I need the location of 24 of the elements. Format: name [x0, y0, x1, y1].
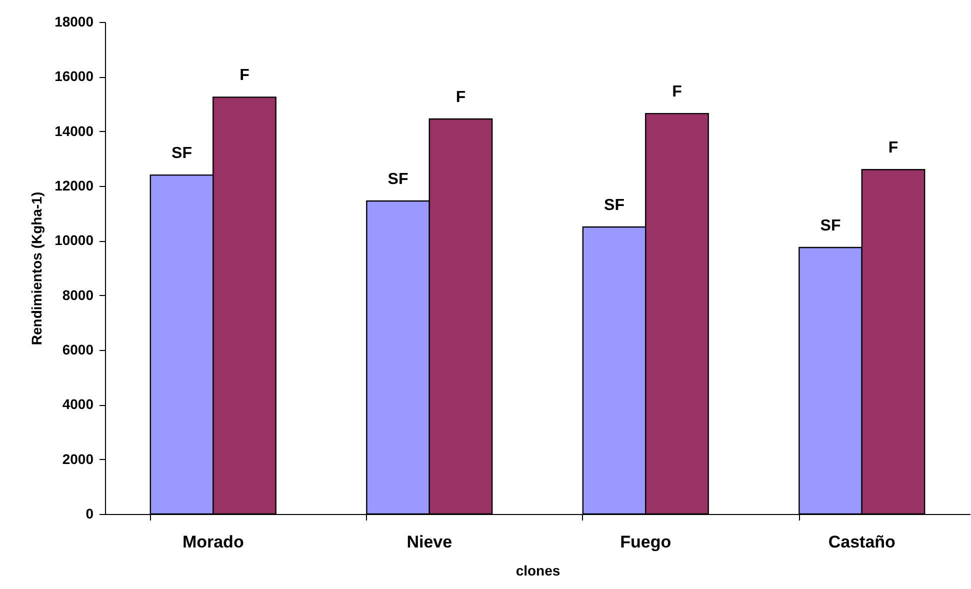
- text: F: [456, 89, 466, 106]
- x-tick-label: Fuego: [620, 532, 672, 552]
- y-axis-title: Rendimientos (Kgha-1): [28, 192, 45, 346]
- y-tick-label: 18000: [54, 14, 94, 30]
- text: SF: [604, 197, 624, 214]
- y-tick-label: 4000: [62, 396, 94, 412]
- y-tick-label: 16000: [54, 68, 94, 84]
- text: F: [672, 84, 682, 101]
- y-tick-label: 14000: [54, 122, 94, 139]
- x-axis-title: clones: [516, 562, 560, 578]
- x-tick-label: Castaño: [828, 532, 896, 552]
- y-tick-label: 0: [86, 506, 94, 522]
- x-tick-label: Nieve: [406, 532, 452, 552]
- x-tick-label: Morado: [182, 532, 244, 552]
- series-label: SF: [172, 145, 192, 162]
- y-tick-label: 12000: [54, 178, 94, 194]
- y-tick-label: 10000: [54, 232, 94, 248]
- text: SF: [820, 218, 841, 234]
- text: F: [888, 140, 898, 157]
- y-tick-label: 2000: [62, 450, 94, 467]
- y-tick-label: 8000: [62, 286, 94, 303]
- text: SF: [388, 171, 408, 188]
- y-tick-label: 6000: [62, 342, 94, 358]
- series-label: F: [240, 67, 250, 84]
